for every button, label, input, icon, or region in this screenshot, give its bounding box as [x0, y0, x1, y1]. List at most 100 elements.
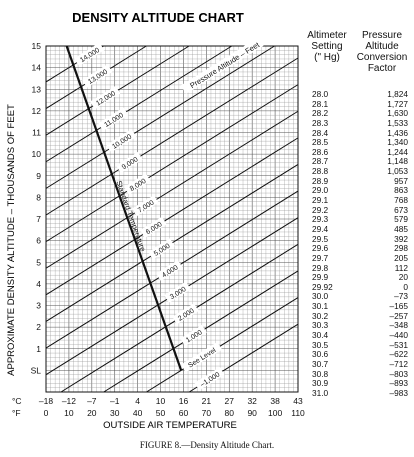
conversion-factor-cell: –531: [389, 339, 408, 350]
y-tick-label: 13: [32, 84, 42, 94]
conversion-factor-cell: 485: [394, 223, 408, 234]
table-row: 30.8 –803: [306, 368, 414, 380]
label-backdrop: [181, 341, 223, 373]
label-backdrop: [132, 195, 159, 217]
y-tick-label: 14: [32, 63, 42, 73]
fahrenheit-tick-label: 20: [87, 408, 97, 418]
altimeter-setting-cell: 30.8: [312, 368, 329, 379]
conversion-factor-cell: 1,533: [387, 117, 408, 128]
y-tick-label: 1: [36, 344, 41, 354]
altimeter-setting-cell: 28.3: [312, 117, 329, 128]
conversion-factor-cell: 768: [394, 195, 408, 206]
altimeter-setting-cell: 30.9: [312, 378, 329, 389]
celsius-tick-label: 16: [179, 396, 189, 406]
conversion-factor-cell: 20: [398, 272, 408, 283]
conversion-factor-cell: –73: [394, 291, 408, 302]
y-tick-label: 10: [32, 149, 42, 159]
header-line: Altimeter: [307, 30, 347, 41]
altimeter-setting-cell: 29.2: [312, 204, 329, 215]
conversion-factor-cell: 205: [394, 252, 408, 263]
conversion-factor-cell: 957: [394, 175, 408, 186]
table-row: 30.9 –893: [306, 379, 414, 389]
y-axis-label: APPROXIMATE DENSITY ALTITUDE – THOUSANDS…: [6, 104, 17, 376]
conversion-factor-cell: 1,244: [387, 146, 408, 157]
label-backdrop: [116, 151, 143, 174]
table-row: 28.1 1,727: [306, 98, 414, 110]
table-row: 28.5 1,340: [306, 138, 414, 148]
table-row: 29.2 673: [306, 204, 414, 216]
table-row: 29.5 392: [306, 233, 414, 245]
label-backdrop: [74, 42, 105, 67]
altimeter-setting-cell: 30.4: [312, 330, 329, 341]
conversion-factor-cell: –893: [389, 378, 408, 389]
y-tick-label: 12: [32, 106, 42, 116]
table-row: 29.3 579: [306, 215, 414, 225]
conversion-factor-cell: –440: [389, 330, 408, 341]
header-line: Factor: [367, 63, 397, 74]
table-row: 28.2 1,630: [306, 109, 414, 119]
conversion-factor-cell: 1,436: [387, 127, 408, 138]
pressure-altitude-annotation-text: Pressure Altitude – Feet: [188, 40, 261, 90]
conversion-factor-header: Pressure Altitude Conversion Factor: [350, 30, 414, 74]
header-line: Altitude: [365, 41, 399, 52]
table-row: 28.4 1,436: [306, 127, 414, 139]
altimeter-setting-cell: 28.9: [312, 175, 329, 186]
label-backdrop: [98, 107, 129, 131]
fahrenheit-tick-label: 40: [133, 408, 143, 418]
celsius-tick-label: –1: [110, 396, 120, 406]
altimeter-setting-cell: 28.4: [312, 127, 329, 138]
table-row: 28.3 1,533: [306, 117, 414, 129]
conversion-factor-cell: –165: [389, 301, 408, 312]
fahrenheit-tick-label: 30: [110, 408, 120, 418]
altimeter-setting-cell: 29.6: [312, 243, 329, 254]
label-backdrop: [156, 260, 183, 282]
celsius-tick-label: 21: [202, 396, 212, 406]
table-row: 29.1 768: [306, 195, 414, 206]
pressure-line: [45, 45, 275, 189]
table-row: 30.0 –73: [306, 292, 414, 302]
altimeter-setting-cell: 30.1: [312, 301, 329, 312]
y-tick-label: SL: [31, 365, 42, 375]
table-row: 29.0 863: [306, 186, 414, 196]
fahrenheit-axis-label: °F: [12, 408, 21, 418]
pressure-line: [146, 297, 299, 393]
fahrenheit-tick-label: 70: [202, 408, 212, 418]
pressure-line: [45, 84, 299, 243]
y-tick-label: 9: [36, 171, 41, 181]
label-backdrop: [90, 85, 121, 110]
altimeter-setting-cell: 29.1: [312, 195, 329, 206]
y-tick-label: 11: [32, 128, 41, 138]
conversion-factor-cell: 1,824: [387, 89, 408, 99]
altimeter-setting-cell: 30.7: [312, 358, 329, 369]
celsius-tick-label: –12: [62, 396, 76, 406]
label-backdrop: [180, 324, 207, 347]
altimeter-setting-cell: 28.0: [312, 89, 329, 99]
altimeter-setting-cell: 29.5: [312, 233, 329, 244]
table-row: 31.0 –983: [306, 388, 414, 399]
celsius-tick-label: –18: [39, 396, 53, 406]
table-row: 29.8 112: [306, 262, 414, 274]
altimeter-setting-cell: 30.6: [312, 349, 329, 360]
table-row: 28.7 1,148: [306, 157, 414, 167]
table-row: 29.6 298: [306, 244, 414, 254]
celsius-tick-label: 4: [135, 396, 140, 406]
x-axis-label: OUTSIDE AIR TEMPERATURE: [103, 420, 237, 431]
conversion-factor-cell: 1,148: [387, 156, 408, 167]
altimeter-setting-cell: 28.6: [312, 146, 329, 157]
altimeter-setting-cell: 29.0: [312, 185, 329, 196]
conversion-factor-cell: 579: [394, 214, 408, 225]
celsius-tick-label: 43: [293, 396, 303, 406]
fahrenheit-tick-label: 110: [291, 408, 305, 418]
y-tick-label: 7: [36, 214, 41, 224]
conversion-factor-cell: 112: [394, 262, 408, 273]
standard-temperature-line: [65, 45, 183, 371]
conversion-factor-cell: 392: [394, 233, 408, 244]
table-row: 30.1 –165: [306, 301, 414, 312]
altimeter-setting-cell: 28.5: [312, 137, 329, 148]
celsius-tick-label: 38: [270, 396, 280, 406]
table-row: 28.0 1,824: [306, 89, 414, 100]
conversion-factor-cell: 1,727: [387, 98, 408, 109]
conversion-factor-cell: –348: [389, 320, 408, 331]
